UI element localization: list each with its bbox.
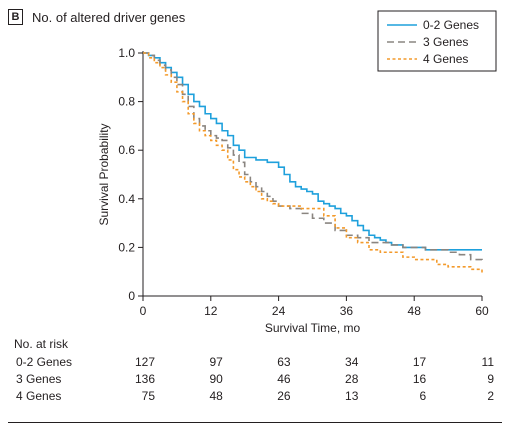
risk-cell: 13 bbox=[345, 389, 359, 403]
x-tick-label: 12 bbox=[204, 304, 218, 318]
risk-row: 0-2 Genes 127 97 63 34 17 11 bbox=[0, 355, 510, 371]
risk-cell: 48 bbox=[209, 389, 223, 403]
y-tick-label: 0 bbox=[128, 289, 135, 303]
risk-row-label: 0-2 Genes bbox=[16, 355, 73, 369]
y-axis-title: Survival Probability bbox=[97, 123, 111, 225]
survival-chart: 0 0.2 0.4 0.6 0.8 1.0 0 12 24 36 48 60 Survival Time… bbox=[97, 10, 497, 334]
y-tick-label: 0.4 bbox=[118, 192, 135, 206]
series-line-3 bbox=[143, 52, 483, 275]
y-tick-label: 1.0 bbox=[118, 46, 135, 60]
legend-label-1: 0-2 Genes bbox=[423, 18, 479, 32]
risk-row: 4 Genes 75 48 26 13 6 2 bbox=[0, 389, 510, 405]
risk-cell: 127 bbox=[134, 355, 155, 369]
risk-cell: 16 bbox=[412, 372, 427, 386]
panel-header: B No. of altered driver genes bbox=[8, 8, 185, 26]
series-line-2 bbox=[143, 52, 483, 262]
risk-cell: 9 bbox=[487, 372, 494, 386]
risk-table-title: No. at risk bbox=[14, 337, 69, 351]
risk-cell: 28 bbox=[345, 372, 359, 386]
risk-cell: 75 bbox=[141, 389, 155, 403]
bottom-rule bbox=[8, 422, 502, 423]
risk-cell: 136 bbox=[134, 372, 155, 386]
legend-label-2: 3 Genes bbox=[423, 35, 468, 49]
chart-title: No. of altered driver genes bbox=[32, 9, 186, 25]
x-tick-label: 36 bbox=[340, 304, 354, 318]
risk-cell: 11 bbox=[481, 355, 494, 369]
y-tick-label: 0.6 bbox=[118, 143, 135, 157]
risk-row: 3 Genes 136 90 46 28 16 9 bbox=[0, 372, 510, 388]
risk-cell: 2 bbox=[487, 389, 494, 403]
risk-cell: 90 bbox=[209, 372, 223, 386]
risk-cell: 6 bbox=[419, 389, 427, 403]
risk-cell: 17 bbox=[412, 355, 427, 369]
x-axis-title: Survival Time, mo bbox=[265, 321, 361, 334]
risk-cell: 26 bbox=[277, 389, 291, 403]
x-tick-label: 24 bbox=[272, 304, 286, 318]
risk-cell: 46 bbox=[277, 372, 291, 386]
legend-label-3: 4 Genes bbox=[423, 52, 468, 66]
series-line-1 bbox=[143, 52, 482, 251]
risk-row-label: 3 Genes bbox=[16, 372, 62, 386]
y-tick-label: 0.2 bbox=[118, 240, 135, 254]
risk-cell: 34 bbox=[345, 355, 359, 369]
risk-row-label: 4 Genes bbox=[16, 389, 62, 403]
x-tick-label: 60 bbox=[475, 304, 489, 318]
x-tick-label: 0 bbox=[140, 304, 147, 318]
risk-cell: 63 bbox=[277, 355, 291, 369]
risk-cell: 97 bbox=[209, 355, 223, 369]
panel-letter: B bbox=[8, 9, 23, 25]
legend-box bbox=[377, 10, 497, 72]
y-tick-label: 0.8 bbox=[118, 95, 135, 109]
x-tick-label: 48 bbox=[408, 304, 422, 318]
